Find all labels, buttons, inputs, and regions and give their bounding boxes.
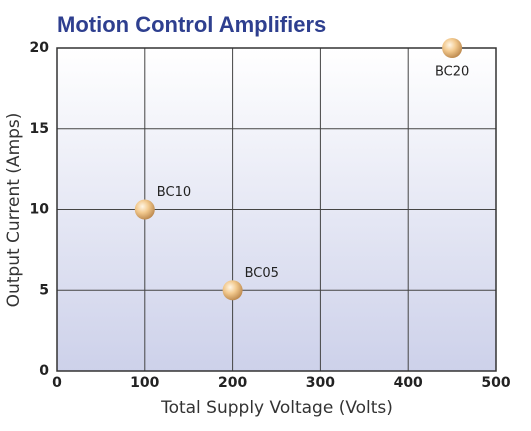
x-tick-label: 0 [52, 375, 62, 391]
y-tick-label: 0 [39, 363, 49, 379]
y-tick-label: 10 [30, 202, 50, 218]
y-axis-title: Output Current (Amps) [4, 113, 24, 308]
y-tick-label: 20 [30, 40, 50, 56]
x-axis-title: Total Supply Voltage (Volts) [160, 398, 393, 418]
y-tick-label: 5 [39, 282, 49, 298]
y-tick-label: 15 [30, 121, 49, 137]
x-tick-label: 100 [130, 375, 159, 391]
x-tick-label: 300 [306, 375, 335, 391]
x-tick-label: 500 [481, 375, 510, 391]
x-tick-label: 200 [218, 375, 247, 391]
plot-border [56, 47, 497, 372]
scatter-point [222, 280, 243, 301]
point-label: BC10 [157, 185, 191, 200]
point-label: BC20 [435, 65, 469, 80]
scatter-point [442, 38, 463, 58]
chart-title: Motion Control Amplifiers [57, 12, 326, 37]
scatter-point [134, 199, 155, 220]
point-label: BC05 [245, 266, 279, 281]
x-tick-label: 400 [394, 375, 423, 391]
